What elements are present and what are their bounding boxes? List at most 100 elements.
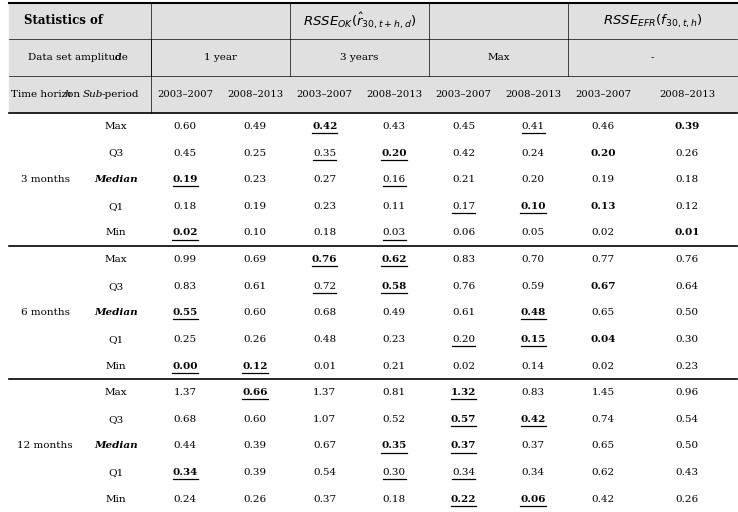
Text: 0.11: 0.11 bbox=[382, 202, 406, 211]
Text: 2003–2007: 2003–2007 bbox=[575, 90, 631, 99]
Text: 0.68: 0.68 bbox=[313, 308, 337, 317]
Text: 0.06: 0.06 bbox=[520, 495, 546, 504]
Text: 0.83: 0.83 bbox=[452, 255, 475, 264]
Text: Median: Median bbox=[94, 175, 138, 184]
Text: Min: Min bbox=[106, 361, 126, 371]
Text: 0.01: 0.01 bbox=[313, 361, 337, 371]
Text: -period: -period bbox=[102, 90, 139, 99]
Text: 0.42: 0.42 bbox=[312, 122, 337, 131]
Text: 0.42: 0.42 bbox=[591, 495, 615, 504]
Text: 1.37: 1.37 bbox=[173, 388, 197, 397]
Text: 0.23: 0.23 bbox=[382, 335, 406, 344]
Text: 0.60: 0.60 bbox=[173, 122, 197, 131]
Text: 0.02: 0.02 bbox=[591, 361, 615, 371]
Text: 0.48: 0.48 bbox=[520, 308, 546, 317]
Text: 0.99: 0.99 bbox=[173, 255, 197, 264]
Text: 3 months: 3 months bbox=[21, 175, 69, 184]
Bar bbox=[9, 3, 737, 113]
Text: 0.15: 0.15 bbox=[520, 335, 546, 344]
Text: Statistics of: Statistics of bbox=[24, 14, 103, 28]
Text: 0.39: 0.39 bbox=[675, 122, 700, 131]
Text: 0.37: 0.37 bbox=[451, 441, 476, 451]
Text: 0.54: 0.54 bbox=[313, 468, 337, 477]
Text: 0.44: 0.44 bbox=[173, 441, 197, 451]
Bar bbox=[9, 113, 737, 512]
Text: 0.24: 0.24 bbox=[522, 148, 545, 158]
Text: 0.72: 0.72 bbox=[313, 282, 337, 291]
Text: 2008–2013: 2008–2013 bbox=[659, 90, 715, 99]
Text: 2008–2013: 2008–2013 bbox=[366, 90, 422, 99]
Text: 0.83: 0.83 bbox=[173, 282, 197, 291]
Text: 0.76: 0.76 bbox=[312, 255, 337, 264]
Text: 0.02: 0.02 bbox=[591, 228, 615, 238]
Text: $\mathbf{\mathit{RSSE}}_{\mathbf{\mathit{EFR}}}(\mathbf{\mathit{f}}_{30,t,h})$: $\mathbf{\mathit{RSSE}}_{\mathbf{\mathit… bbox=[602, 12, 703, 30]
Text: 0.23: 0.23 bbox=[313, 202, 337, 211]
Text: 0.74: 0.74 bbox=[591, 415, 615, 424]
Text: 2008–2013: 2008–2013 bbox=[505, 90, 562, 99]
Text: 0.42: 0.42 bbox=[452, 148, 475, 158]
Text: 1.07: 1.07 bbox=[313, 415, 337, 424]
Text: 0.20: 0.20 bbox=[590, 148, 615, 158]
Text: 2003–2007: 2003–2007 bbox=[297, 90, 353, 99]
Text: 0.20: 0.20 bbox=[452, 335, 475, 344]
Text: 0.26: 0.26 bbox=[675, 495, 699, 504]
Text: Q1: Q1 bbox=[108, 335, 123, 344]
Text: 0.45: 0.45 bbox=[173, 148, 197, 158]
Text: 0.49: 0.49 bbox=[244, 122, 266, 131]
Text: 0.18: 0.18 bbox=[382, 495, 406, 504]
Text: 0.26: 0.26 bbox=[675, 148, 699, 158]
Text: 0.19: 0.19 bbox=[173, 175, 198, 184]
Text: 0.70: 0.70 bbox=[522, 255, 545, 264]
Text: 0.30: 0.30 bbox=[382, 468, 406, 477]
Text: 0.20: 0.20 bbox=[382, 148, 407, 158]
Text: 0.35: 0.35 bbox=[382, 441, 407, 451]
Text: 2003–2007: 2003–2007 bbox=[157, 90, 213, 99]
Text: 0.10: 0.10 bbox=[244, 228, 266, 238]
Text: 0.25: 0.25 bbox=[244, 148, 266, 158]
Text: 0.12: 0.12 bbox=[675, 202, 699, 211]
Text: 0.41: 0.41 bbox=[522, 122, 545, 131]
Text: 0.19: 0.19 bbox=[591, 175, 615, 184]
Text: 0.83: 0.83 bbox=[522, 388, 545, 397]
Text: 12 months: 12 months bbox=[17, 441, 73, 451]
Text: 0.34: 0.34 bbox=[452, 468, 475, 477]
Text: 0.18: 0.18 bbox=[675, 175, 699, 184]
Text: 0.43: 0.43 bbox=[382, 122, 406, 131]
Text: 2008–2013: 2008–2013 bbox=[227, 90, 283, 99]
Text: 0.03: 0.03 bbox=[382, 228, 406, 238]
Text: 0.19: 0.19 bbox=[244, 202, 266, 211]
Text: -: - bbox=[651, 53, 654, 62]
Text: 0.67: 0.67 bbox=[313, 441, 337, 451]
Text: 0.12: 0.12 bbox=[242, 361, 268, 371]
Text: 0.48: 0.48 bbox=[313, 335, 337, 344]
Text: 0.22: 0.22 bbox=[451, 495, 476, 504]
Text: 0.06: 0.06 bbox=[452, 228, 475, 238]
Text: 0.02: 0.02 bbox=[452, 361, 475, 371]
Text: 0.68: 0.68 bbox=[173, 415, 197, 424]
Text: 2003–2007: 2003–2007 bbox=[435, 90, 492, 99]
Text: 0.49: 0.49 bbox=[382, 308, 406, 317]
Text: 1.45: 1.45 bbox=[591, 388, 615, 397]
Text: 0.02: 0.02 bbox=[173, 228, 198, 238]
Text: 0.21: 0.21 bbox=[382, 361, 406, 371]
Text: 0.46: 0.46 bbox=[591, 122, 615, 131]
Text: 0.76: 0.76 bbox=[452, 282, 475, 291]
Text: Min: Min bbox=[106, 228, 126, 238]
Text: 0.13: 0.13 bbox=[590, 202, 615, 211]
Text: Median: Median bbox=[94, 308, 138, 317]
Text: Min: Min bbox=[106, 495, 126, 504]
Text: 0.64: 0.64 bbox=[675, 282, 699, 291]
Text: 0.50: 0.50 bbox=[675, 308, 699, 317]
Text: 0.37: 0.37 bbox=[313, 495, 337, 504]
Text: 0.27: 0.27 bbox=[313, 175, 337, 184]
Text: 0.23: 0.23 bbox=[244, 175, 266, 184]
Text: Max: Max bbox=[105, 388, 127, 397]
Text: 0.20: 0.20 bbox=[522, 175, 545, 184]
Text: Time horizon: Time horizon bbox=[11, 90, 83, 99]
Text: 0.18: 0.18 bbox=[313, 228, 337, 238]
Text: 0.23: 0.23 bbox=[675, 361, 699, 371]
Text: 0.39: 0.39 bbox=[244, 441, 266, 451]
Text: 0.37: 0.37 bbox=[522, 441, 545, 451]
Text: 0.55: 0.55 bbox=[173, 308, 198, 317]
Text: 0.39: 0.39 bbox=[244, 468, 266, 477]
